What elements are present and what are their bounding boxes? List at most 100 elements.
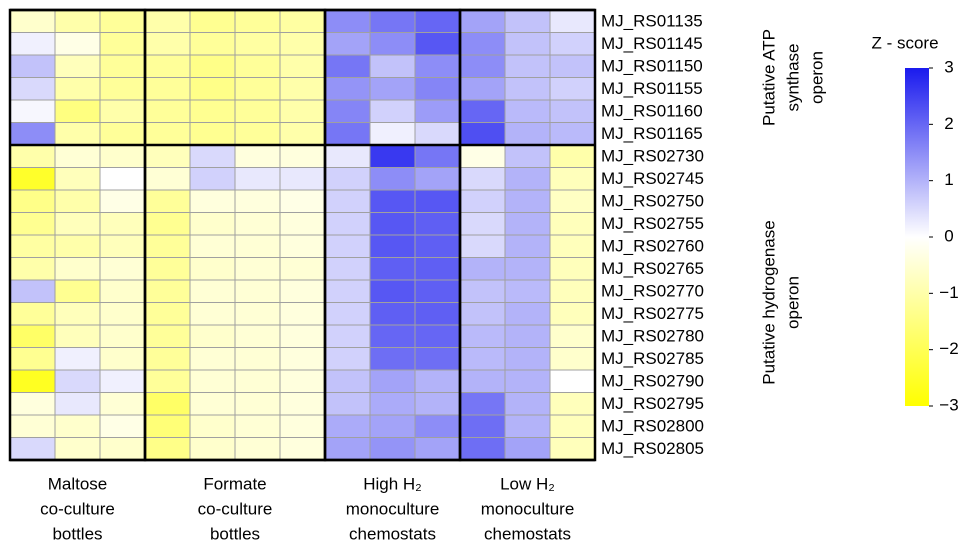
row-label: MJ_RS02760: [601, 237, 704, 256]
cell: [234, 99, 281, 123]
cell: [99, 122, 146, 146]
cell: [99, 99, 146, 123]
cell: [54, 9, 101, 33]
row-label: MJ_RS02790: [601, 372, 704, 391]
cell: [549, 122, 596, 146]
cell: [54, 189, 101, 213]
cell: [504, 167, 551, 191]
cell: [189, 234, 236, 258]
cell: [549, 279, 596, 303]
column-group-label: bottles: [52, 524, 102, 543]
column-group-label: chemostats: [484, 524, 571, 543]
cell: [279, 347, 326, 371]
row-label: MJ_RS01145: [601, 34, 703, 53]
cell: [9, 122, 56, 146]
cell: [144, 257, 191, 281]
cell: [144, 347, 191, 371]
cell: [99, 414, 146, 438]
row-label: MJ_RS02765: [601, 259, 704, 278]
row-group-label: operon: [783, 276, 802, 329]
cell: [279, 369, 326, 393]
cell: [549, 212, 596, 236]
cell: [414, 234, 461, 258]
cell: [459, 302, 506, 326]
cell: [144, 234, 191, 258]
cell: [54, 144, 101, 168]
cell: [279, 414, 326, 438]
cell: [324, 302, 371, 326]
cell: [414, 9, 461, 33]
cell: [279, 437, 326, 461]
cell: [414, 257, 461, 281]
cell: [414, 324, 461, 348]
cell: [54, 234, 101, 258]
cell: [144, 189, 191, 213]
cell: [54, 32, 101, 56]
cell: [9, 369, 56, 393]
cell: [54, 167, 101, 191]
cell: [414, 279, 461, 303]
cell: [54, 369, 101, 393]
cell: [234, 32, 281, 56]
cell: [234, 167, 281, 191]
row-label: MJ_RS02730: [601, 147, 704, 166]
cell: [504, 414, 551, 438]
cell: [504, 347, 551, 371]
column-group-label: Low H₂: [500, 474, 555, 493]
cell: [459, 212, 506, 236]
cell: [459, 324, 506, 348]
cell: [99, 9, 146, 33]
cell: [144, 369, 191, 393]
cell: [549, 9, 596, 33]
cell: [144, 122, 191, 146]
cell: [459, 122, 506, 146]
cell: [144, 212, 191, 236]
cell: [189, 392, 236, 416]
cell: [54, 122, 101, 146]
cell: [99, 189, 146, 213]
cell: [99, 167, 146, 191]
column-group-label: monoculture: [481, 499, 575, 518]
cell: [279, 32, 326, 56]
cell: [144, 99, 191, 123]
cell: [369, 369, 416, 393]
cell: [414, 32, 461, 56]
cell: [414, 369, 461, 393]
cell: [459, 189, 506, 213]
row-label: MJ_RS02780: [601, 327, 704, 346]
cell: [9, 392, 56, 416]
cell: [144, 279, 191, 303]
row-label: MJ_RS02745: [601, 169, 704, 188]
row-label: MJ_RS01155: [601, 79, 703, 98]
cell: [99, 437, 146, 461]
cell: [414, 122, 461, 146]
cell: [99, 347, 146, 371]
cell: [54, 302, 101, 326]
cell: [99, 212, 146, 236]
cell: [324, 369, 371, 393]
cell: [369, 212, 416, 236]
cell: [189, 369, 236, 393]
column-group-label: Maltose: [48, 474, 108, 493]
cell: [189, 167, 236, 191]
cell: [54, 212, 101, 236]
cell: [459, 414, 506, 438]
cell: [189, 257, 236, 281]
cell: [504, 324, 551, 348]
cell: [9, 414, 56, 438]
cell: [189, 347, 236, 371]
cell: [369, 257, 416, 281]
cell: [504, 189, 551, 213]
cell: [324, 212, 371, 236]
cell: [279, 122, 326, 146]
cell: [144, 414, 191, 438]
cell: [504, 234, 551, 258]
cell: [144, 167, 191, 191]
cell: [9, 279, 56, 303]
cell: [54, 392, 101, 416]
cell: [279, 324, 326, 348]
column-group-label: bottles: [210, 524, 260, 543]
cell: [279, 279, 326, 303]
row-group-label: Putative ATP: [759, 29, 778, 126]
cell: [369, 279, 416, 303]
